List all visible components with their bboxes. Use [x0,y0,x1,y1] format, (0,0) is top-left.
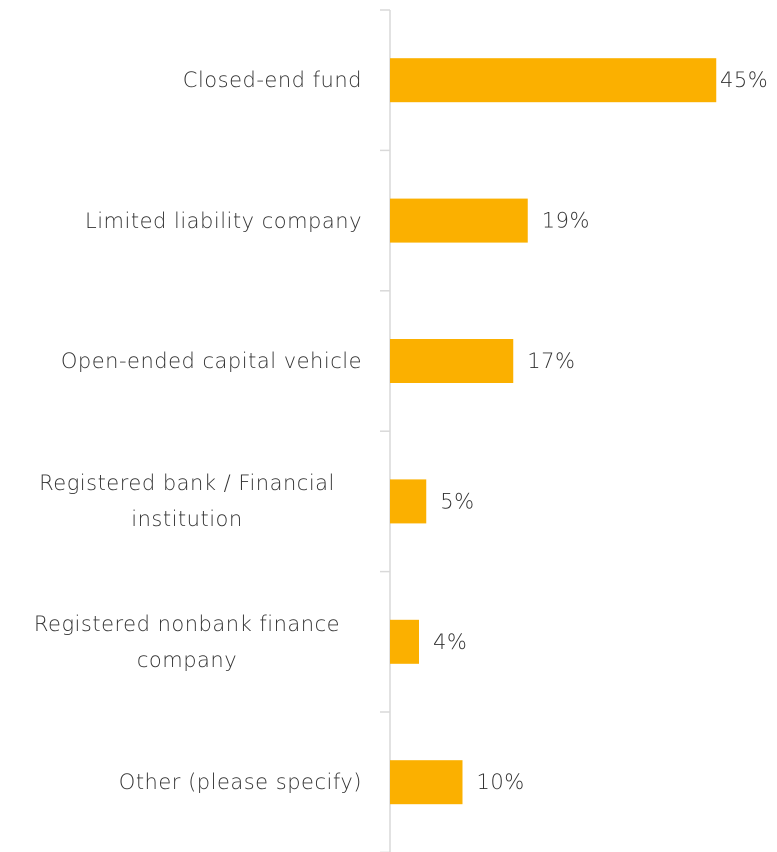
bar [390,339,514,383]
category-label: Registered nonbank finance company [33,611,341,672]
category-label: Registered bank / Financial institution [39,471,335,532]
data-label: 17% [527,349,575,373]
bar [390,58,717,103]
data-label: 5% [440,489,474,513]
bar [390,479,427,524]
data-label: 45% [720,68,768,92]
data-label: 4% [433,630,467,654]
bar [390,760,463,805]
category-label: Open-ended capital vehicle [60,349,362,373]
data-label: 10% [477,770,525,794]
bar [390,198,528,243]
category-label: Limited liability company [85,208,362,233]
data-label: 19% [542,209,590,233]
bar [390,619,419,664]
category-label: Closed-end fund [182,68,362,93]
category-label: Other (please specify) [118,770,362,795]
